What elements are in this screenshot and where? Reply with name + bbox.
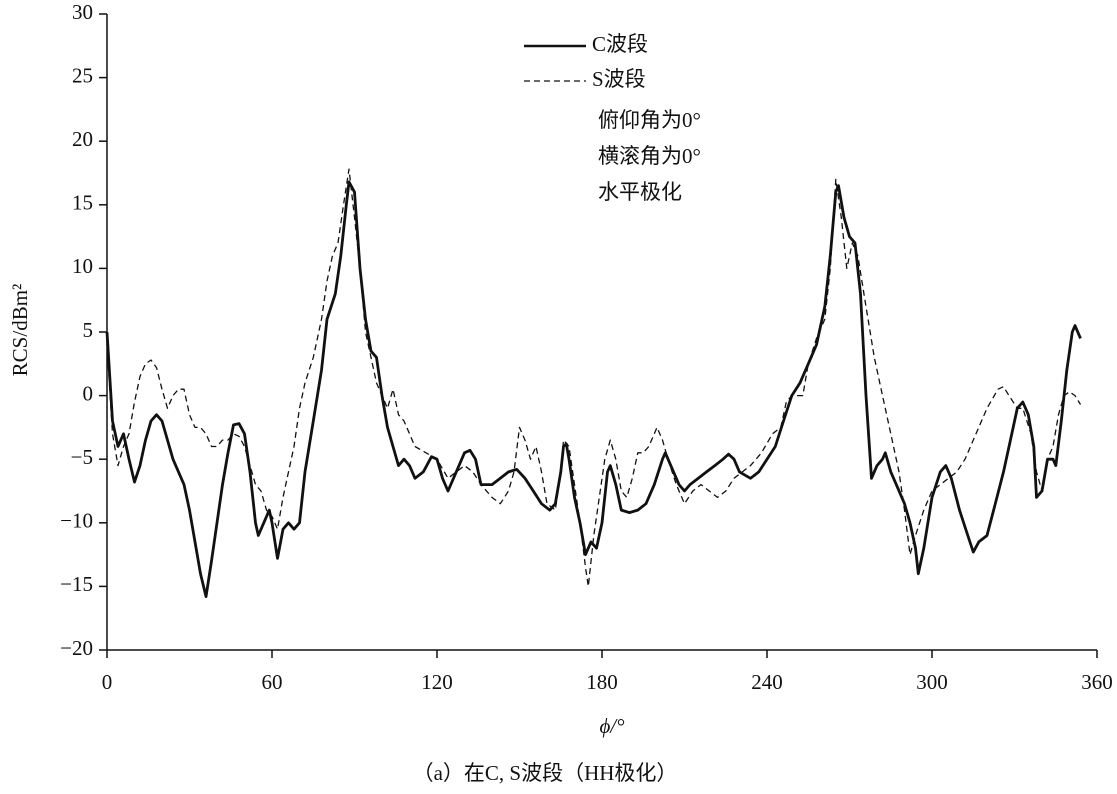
x-tick-label: 120 [421, 670, 453, 694]
x-tick-label: 180 [586, 670, 618, 694]
y-axis-label: RCS/dBm² [8, 284, 32, 377]
x-tick-label: 60 [262, 670, 283, 694]
y-tick-label: 15 [72, 191, 93, 215]
x-tick-label: 240 [751, 670, 783, 694]
legend-label: S波段 [592, 67, 646, 91]
y-tick-label: 30 [72, 0, 93, 24]
y-tick-label: −15 [60, 572, 93, 596]
y-tick-label: −10 [60, 509, 93, 533]
legend-label: C波段 [592, 32, 648, 56]
x-tick-label: 0 [102, 670, 113, 694]
y-tick-label: 5 [83, 318, 94, 342]
series-line [105, 180, 1082, 598]
y-tick-label: 0 [83, 381, 94, 405]
series-line [106, 168, 1082, 588]
annotation: 横滚角为0° [598, 144, 701, 168]
y-tick-label: −20 [60, 636, 93, 660]
y-tick-label: 20 [72, 127, 93, 151]
y-tick-label: −5 [71, 445, 93, 469]
x-tick-label: 300 [916, 670, 948, 694]
annotation: 俯仰角为0° [598, 108, 701, 132]
annotation: 水平极化 [598, 180, 682, 204]
caption: （a）在C, S波段（HH极化） [413, 761, 678, 785]
y-tick-label: 10 [72, 254, 93, 278]
x-axis-label: ϕ/° [599, 714, 625, 738]
y-tick-label: 25 [72, 63, 93, 87]
x-tick-label: 360 [1081, 670, 1113, 694]
